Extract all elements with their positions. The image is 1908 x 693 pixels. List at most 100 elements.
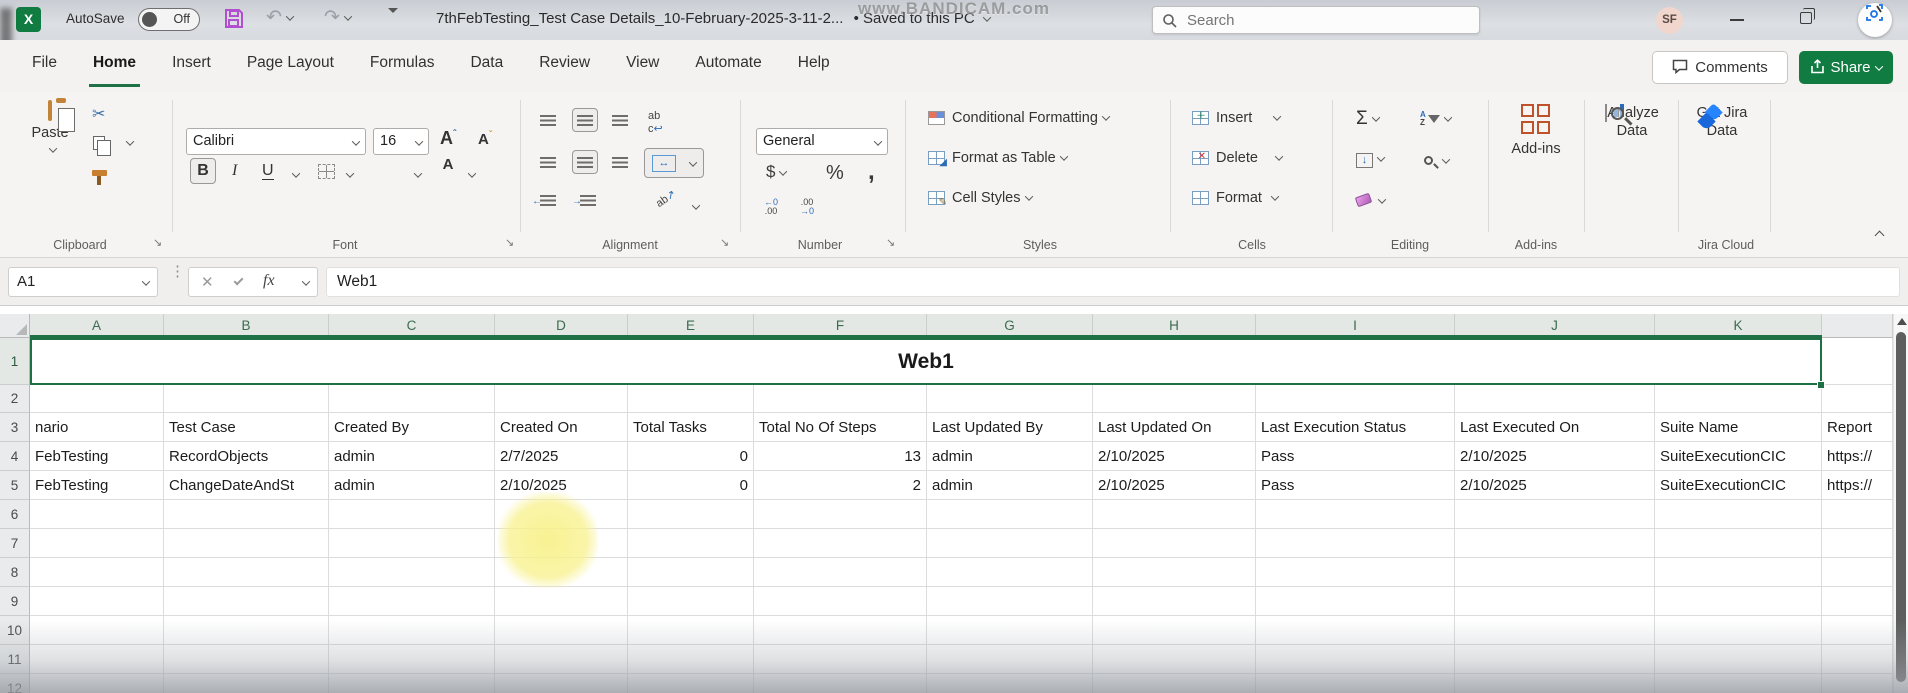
top-align-button[interactable] (540, 114, 556, 132)
screen-recorder-button[interactable] (1858, 3, 1892, 37)
tab-help[interactable]: Help (797, 54, 830, 71)
font-size-select[interactable]: 16 (373, 128, 429, 155)
formula-bar-grip[interactable]: ⋮ (170, 263, 185, 280)
cell-B6[interactable] (164, 500, 329, 529)
cell-I2[interactable] (1256, 385, 1455, 413)
clear-button[interactable] (1354, 192, 1387, 210)
tab-insert[interactable]: Insert (172, 54, 211, 71)
user-avatar[interactable]: SF (1656, 7, 1683, 34)
search-input[interactable] (1187, 10, 1467, 30)
decrease-decimal-button[interactable]: ←0.00 (764, 197, 779, 216)
cell-G7[interactable] (927, 529, 1093, 558)
cell-L2[interactable] (1822, 385, 1893, 413)
row-header-1[interactable]: 1 (0, 338, 30, 385)
decrease-indent-button[interactable]: ← (532, 194, 556, 212)
cell-L9[interactable] (1822, 587, 1893, 616)
cell-H9[interactable] (1093, 587, 1256, 616)
search-box[interactable] (1152, 6, 1480, 34)
cell-J10[interactable] (1455, 616, 1655, 645)
cell-G9[interactable] (927, 587, 1093, 616)
minimize-button[interactable] (1730, 19, 1744, 21)
merge-center-button[interactable]: ↔ (644, 148, 704, 178)
scrollbar-thumb[interactable] (1896, 332, 1906, 682)
comma-button[interactable]: , (868, 158, 875, 185)
cell-G11[interactable] (927, 645, 1093, 674)
insert-function-button[interactable]: fx (263, 272, 275, 289)
column-header-J[interactable]: J (1455, 314, 1655, 338)
percent-button[interactable]: % (826, 162, 844, 184)
redo-button[interactable]: ↷ (324, 6, 353, 29)
column-header-D[interactable]: D (495, 314, 628, 338)
cell-C8[interactable] (329, 558, 495, 587)
document-title[interactable]: 7thFebTesting_Test Case Details_10-Febru… (436, 10, 992, 27)
cell-D3[interactable]: Created On (495, 413, 628, 442)
cell-A7[interactable] (30, 529, 164, 558)
cell-E4[interactable]: 0 (628, 442, 754, 471)
row-header-2[interactable]: 2 (0, 385, 30, 413)
cell-F4[interactable]: 13 (754, 442, 927, 471)
merged-title-cell[interactable]: Web1 (30, 338, 1822, 385)
cell-E3[interactable]: Total Tasks (628, 413, 754, 442)
grow-font-button[interactable]: Aˆ (440, 128, 457, 148)
cell-I12[interactable] (1256, 674, 1455, 693)
cell-L6[interactable] (1822, 500, 1893, 529)
cell-D6[interactable] (495, 500, 628, 529)
copy-button[interactable] (93, 136, 111, 156)
autosave-toggle[interactable]: Off (138, 8, 200, 31)
cell-B11[interactable] (164, 645, 329, 674)
cell-F11[interactable] (754, 645, 927, 674)
find-select-button[interactable] (1424, 152, 1451, 170)
cell-F5[interactable]: 2 (754, 471, 927, 500)
tab-automate[interactable]: Automate (695, 54, 762, 71)
cell-A8[interactable] (30, 558, 164, 587)
cell-J11[interactable] (1455, 645, 1655, 674)
cell-I3[interactable]: Last Execution Status (1256, 413, 1455, 442)
row-header-8[interactable]: 8 (0, 558, 30, 587)
cell-I7[interactable] (1256, 529, 1455, 558)
cell-A2[interactable] (30, 385, 164, 413)
vertical-scrollbar[interactable] (1893, 314, 1908, 693)
cell-K4[interactable]: SuiteExecutionCIC (1655, 442, 1822, 471)
cell-A9[interactable] (30, 587, 164, 616)
cell-B9[interactable] (164, 587, 329, 616)
increase-decimal-button[interactable]: .00 →0 (800, 197, 815, 216)
cell-H11[interactable] (1093, 645, 1256, 674)
delete-cells-button[interactable]: ✕ Delete (1192, 150, 1284, 166)
format-cells-button[interactable]: Format (1192, 190, 1280, 206)
cell-H3[interactable]: Last Updated On (1093, 413, 1256, 442)
cell-L8[interactable] (1822, 558, 1893, 587)
name-box[interactable]: A1 (8, 267, 158, 297)
share-button[interactable]: Share (1799, 51, 1893, 84)
cut-button[interactable]: ✂ (92, 106, 106, 123)
row-header-11[interactable]: 11 (0, 645, 30, 674)
italic-button[interactable]: I (232, 162, 238, 179)
row-header-9[interactable]: 9 (0, 587, 30, 616)
tab-view[interactable]: View (626, 54, 660, 71)
cell-E2[interactable] (628, 385, 754, 413)
cell-F2[interactable] (754, 385, 927, 413)
cell-C4[interactable]: admin (329, 442, 495, 471)
clipboard-dialog-launcher[interactable]: ↘ (153, 237, 163, 249)
middle-align-button[interactable] (572, 108, 598, 132)
alignment-dialog-launcher[interactable]: ↘ (720, 237, 730, 249)
currency-button[interactable]: $ (766, 162, 788, 182)
cell-L4[interactable]: https:// (1822, 442, 1893, 471)
chevron-down-icon[interactable] (301, 277, 311, 286)
number-format-select[interactable]: General (756, 128, 888, 155)
column-header-L[interactable] (1822, 314, 1893, 338)
cell-K12[interactable] (1655, 674, 1822, 693)
cell-G4[interactable]: admin (927, 442, 1093, 471)
cancel-icon[interactable]: ✕ (201, 274, 214, 291)
cell-G2[interactable] (927, 385, 1093, 413)
shrink-font-button[interactable]: Aˇ (478, 130, 493, 148)
cell-D12[interactable] (495, 674, 628, 693)
cell-J5[interactable]: 2/10/2025 (1455, 471, 1655, 500)
tab-page-layout[interactable]: Page Layout (246, 54, 334, 71)
selection-fill-handle[interactable] (1817, 381, 1825, 389)
cell-J4[interactable]: 2/10/2025 (1455, 442, 1655, 471)
orientation-button[interactable]: ab↗ (653, 187, 679, 210)
analyze-data-button[interactable]: Analyze Data (1605, 104, 1659, 139)
cell-I5[interactable]: Pass (1256, 471, 1455, 500)
